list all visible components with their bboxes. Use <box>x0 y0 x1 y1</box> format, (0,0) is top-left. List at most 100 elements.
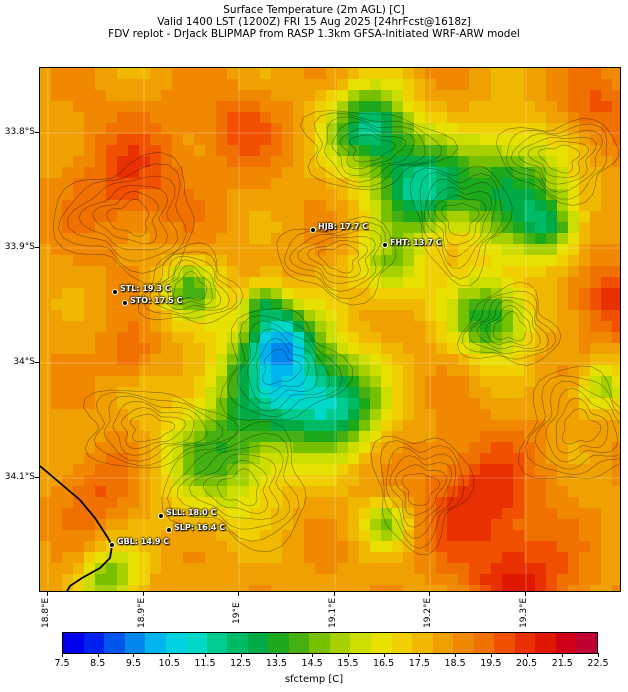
raster-cell <box>601 376 613 388</box>
raster-cell <box>601 508 613 520</box>
raster-cell <box>216 409 228 421</box>
station-label-gbl[interactable]: GBL: 14.9 C <box>117 537 170 546</box>
raster-cell <box>106 288 118 300</box>
station-label-sll[interactable]: SLL: 18.0 C <box>166 508 217 517</box>
raster-cell <box>62 321 74 333</box>
raster-cell <box>271 288 283 300</box>
raster-cell <box>106 112 118 124</box>
raster-cell <box>359 343 371 355</box>
raster-cell <box>513 200 525 212</box>
contour-line <box>106 198 149 237</box>
raster-cell <box>183 541 195 553</box>
raster-cell <box>205 266 217 278</box>
station-label-slp[interactable]: SLP: 16.4 C <box>174 523 226 532</box>
station-label-hjb[interactable]: HJB: 17.7 C <box>318 222 369 231</box>
raster-cell <box>535 156 547 168</box>
station-marker-hjb[interactable] <box>310 227 316 233</box>
raster-cell <box>546 442 558 454</box>
station-marker-sto[interactable] <box>122 300 128 306</box>
raster-cell <box>326 321 338 333</box>
raster-cell <box>172 508 184 520</box>
raster-cell <box>293 332 305 344</box>
raster-cell <box>172 134 184 146</box>
station-label-sto[interactable]: STO: 17.5 C <box>130 296 183 305</box>
raster-cell <box>469 442 481 454</box>
raster-cell <box>172 585 184 591</box>
raster-cell <box>117 321 129 333</box>
raster-cell <box>480 277 492 289</box>
raster-cell <box>216 420 228 432</box>
colorbar-tick-label: 13.5 <box>265 658 287 669</box>
raster-cell <box>546 310 558 322</box>
raster-cell <box>392 189 404 201</box>
raster-cell <box>458 585 470 591</box>
raster-cell <box>260 530 272 542</box>
raster-cell <box>425 233 437 245</box>
temperature-map[interactable] <box>39 67 621 592</box>
raster-cell <box>436 442 448 454</box>
raster-cell <box>150 365 162 377</box>
raster-cell <box>337 475 349 487</box>
raster-cell <box>139 486 151 498</box>
raster-cell <box>535 574 547 586</box>
raster-cell <box>249 332 261 344</box>
raster-cell <box>469 541 481 553</box>
raster-cell <box>40 79 52 91</box>
raster-cell <box>381 310 393 322</box>
raster-cell <box>392 541 404 553</box>
colorbar-tick <box>347 653 349 657</box>
raster-cell <box>359 497 371 509</box>
raster-cell <box>612 552 620 564</box>
raster-cell <box>315 244 327 256</box>
raster-cell <box>183 354 195 366</box>
raster-cell <box>205 90 217 102</box>
raster-cell <box>161 255 173 267</box>
contour-line <box>385 447 457 539</box>
station-marker-gbl[interactable] <box>109 542 115 548</box>
raster-cell <box>216 299 228 311</box>
raster-cell <box>40 310 52 322</box>
station-marker-fht[interactable] <box>382 242 388 248</box>
raster-cell <box>469 189 481 201</box>
raster-cell <box>238 431 250 443</box>
station-label-stl[interactable]: STL: 19.3 C <box>120 284 171 293</box>
raster-cell <box>502 486 514 498</box>
raster-cell <box>491 420 503 432</box>
raster-cell <box>458 321 470 333</box>
colorbar-tick-label: 21.5 <box>551 658 573 669</box>
raster-cell <box>502 574 514 586</box>
raster-cell <box>304 123 316 135</box>
raster-cell <box>139 255 151 267</box>
raster-cell <box>458 475 470 487</box>
raster-cell <box>128 134 140 146</box>
station-label-fht[interactable]: FHT: 13.7 C <box>390 238 442 247</box>
station-marker-stl[interactable] <box>112 289 118 295</box>
raster-cell <box>238 189 250 201</box>
raster-cell <box>513 134 525 146</box>
raster-cell <box>348 365 360 377</box>
raster-cell <box>524 321 536 333</box>
raster-cell <box>282 123 294 135</box>
raster-cell <box>359 409 371 421</box>
raster-cell <box>139 365 151 377</box>
colorbar-tick-label: 14.5 <box>301 658 323 669</box>
lat-tick <box>35 362 39 363</box>
raster-cell <box>117 343 129 355</box>
raster-cell <box>590 156 602 168</box>
raster-cell <box>40 68 52 80</box>
raster-cell <box>161 277 173 289</box>
raster-cell <box>106 244 118 256</box>
raster-cell <box>513 233 525 245</box>
raster-cell <box>260 574 272 586</box>
raster-cell <box>106 332 118 344</box>
raster-cell <box>568 90 580 102</box>
map-title: Surface Temperature (2m AGL) [C] Valid 1… <box>0 4 628 40</box>
raster-cell <box>183 475 195 487</box>
raster-cell <box>194 288 206 300</box>
station-marker-sll[interactable] <box>158 513 164 519</box>
station-marker-slp[interactable] <box>166 527 172 533</box>
raster-cell <box>535 486 547 498</box>
raster-cell <box>194 530 206 542</box>
raster-cell <box>513 321 525 333</box>
raster-cell <box>183 233 195 245</box>
